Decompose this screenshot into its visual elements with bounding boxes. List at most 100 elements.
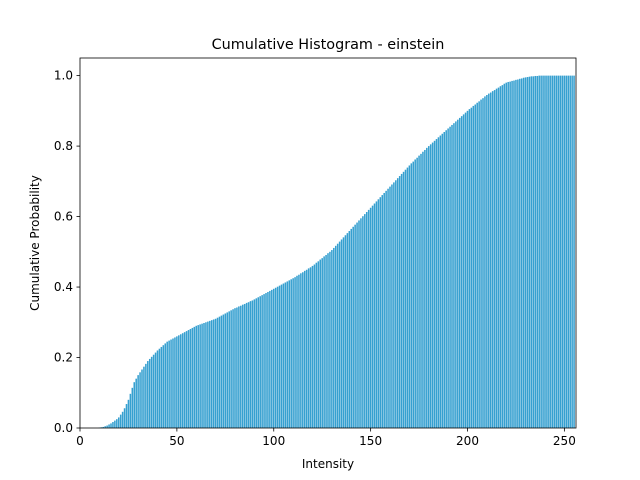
- bar: [383, 192, 385, 428]
- bar: [367, 209, 370, 428]
- bar: [226, 312, 229, 428]
- y-axis-label: Cumulative Probability: [28, 175, 42, 311]
- y-tick-label: 0.2: [54, 351, 73, 365]
- bar: [317, 261, 320, 428]
- bar: [222, 314, 225, 428]
- bar: [561, 75, 564, 428]
- bar: [207, 321, 209, 428]
- x-tick-label: 150: [359, 434, 382, 448]
- bar: [261, 295, 263, 428]
- bar: [553, 75, 556, 428]
- bar: [230, 310, 232, 428]
- bar: [333, 247, 335, 428]
- x-tick-label: 100: [262, 434, 285, 448]
- bar: [189, 328, 192, 428]
- bar: [551, 75, 554, 428]
- bar: [150, 356, 153, 428]
- bar: [536, 75, 539, 428]
- bar: [391, 184, 393, 428]
- bar: [381, 195, 384, 428]
- bar: [305, 269, 308, 428]
- bar: [263, 294, 265, 428]
- bar: [292, 278, 294, 428]
- bar: [493, 90, 496, 429]
- bar: [476, 102, 478, 428]
- bar: [416, 157, 418, 428]
- bar: [433, 140, 436, 429]
- y-tick-label: 0.4: [54, 280, 73, 294]
- bar: [472, 105, 475, 428]
- bar: [253, 299, 256, 428]
- bar: [513, 80, 515, 429]
- bar: [247, 302, 250, 428]
- bar: [427, 146, 430, 428]
- bar: [145, 363, 147, 428]
- bar: [156, 350, 159, 428]
- bar: [377, 199, 380, 428]
- bar: [418, 155, 420, 428]
- bar: [482, 98, 484, 429]
- bar: [212, 319, 215, 428]
- bar: [439, 135, 442, 428]
- bar: [243, 303, 246, 428]
- bar: [346, 233, 349, 428]
- bar: [515, 79, 517, 428]
- bar: [271, 289, 273, 428]
- bar: [309, 267, 312, 428]
- bar: [110, 423, 112, 428]
- y-tick-label: 0.8: [54, 139, 73, 153]
- bar: [154, 352, 157, 428]
- bar: [426, 147, 428, 428]
- bar: [495, 88, 498, 429]
- bar: [573, 75, 575, 428]
- bar: [238, 306, 240, 428]
- bar: [429, 144, 432, 429]
- bar: [303, 270, 306, 428]
- bar: [245, 302, 248, 428]
- bar: [158, 348, 161, 428]
- bar: [453, 123, 455, 428]
- bar: [400, 173, 403, 428]
- bar: [538, 75, 540, 428]
- bar: [170, 339, 172, 428]
- bar: [532, 76, 535, 429]
- bar: [220, 315, 223, 428]
- bar: [422, 151, 424, 428]
- bar: [210, 320, 213, 428]
- x-tick-label: 200: [456, 434, 479, 448]
- bar: [437, 137, 440, 429]
- bar: [520, 78, 523, 428]
- bar: [435, 139, 438, 429]
- bar: [321, 258, 323, 428]
- bar: [329, 251, 331, 428]
- bar: [249, 301, 252, 428]
- bar: [369, 207, 372, 428]
- bar: [406, 167, 409, 429]
- bar: [420, 153, 422, 428]
- bar: [350, 228, 353, 428]
- bar: [290, 279, 292, 428]
- bar: [119, 414, 122, 428]
- bar: [209, 320, 211, 428]
- bar: [108, 424, 110, 428]
- bar: [441, 133, 444, 428]
- bar: [187, 330, 190, 428]
- bar: [447, 128, 449, 428]
- bar: [255, 298, 258, 428]
- bar: [511, 80, 513, 429]
- bar: [412, 161, 415, 428]
- bar: [489, 92, 492, 429]
- bar: [449, 126, 451, 428]
- bar: [474, 104, 477, 428]
- bar: [166, 341, 168, 428]
- bar: [336, 243, 339, 428]
- bar: [530, 76, 533, 429]
- bar: [365, 211, 368, 428]
- bar: [497, 87, 500, 428]
- bar: [278, 285, 281, 428]
- bar: [201, 323, 203, 428]
- bar: [385, 190, 387, 428]
- bar: [286, 281, 289, 428]
- bar: [313, 264, 316, 428]
- bar: [457, 119, 459, 429]
